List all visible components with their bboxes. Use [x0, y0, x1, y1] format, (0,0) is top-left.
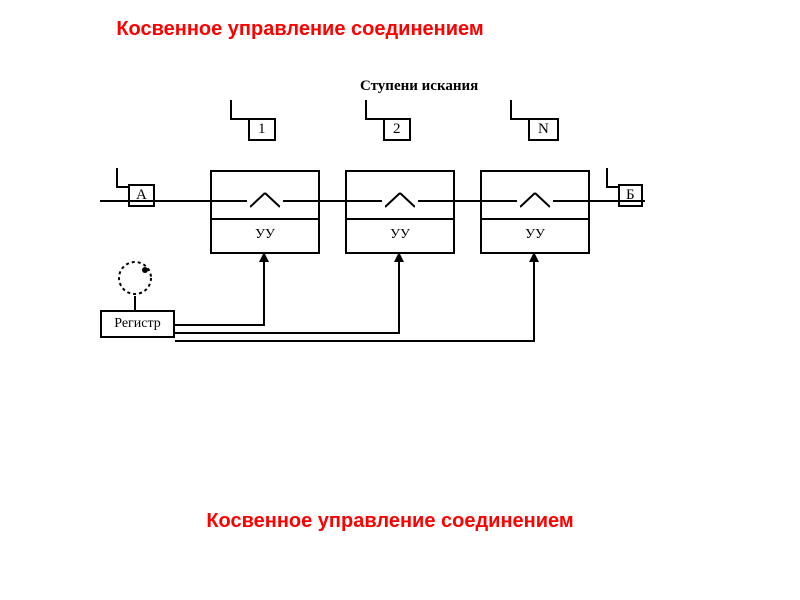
x-switch-icon	[250, 191, 280, 209]
bus-h-3	[175, 340, 535, 342]
stage2-stub-left	[347, 200, 382, 202]
stageN-stub-right	[553, 200, 588, 202]
end-label-A: А	[128, 184, 155, 207]
tick-2	[365, 100, 387, 120]
stage-switch-1	[212, 172, 318, 220]
connection-diagram: Ступени искания 1 2 N А Б УУ УУ	[70, 70, 660, 390]
stage2-stub-right	[418, 200, 453, 202]
stage-block-1: УУ	[210, 170, 320, 254]
stage-block-N: УУ	[480, 170, 590, 254]
tick-1	[230, 100, 252, 120]
bus-arrow-3	[529, 252, 539, 262]
bus-h-2	[175, 332, 400, 334]
stage-cu-1: УУ	[212, 220, 318, 252]
stage1-stub-right	[283, 200, 318, 202]
stage-cu-2: УУ	[347, 220, 453, 252]
stages-header-label: Ступени искания	[360, 78, 478, 95]
bus-arrow-1	[259, 252, 269, 262]
main-line-right	[590, 200, 645, 202]
bus-h-1	[175, 324, 265, 326]
stage1-stub-left	[212, 200, 247, 202]
stage-number-1: 1	[248, 118, 276, 141]
dial-icon	[115, 258, 155, 298]
stage-number-N: N	[528, 118, 559, 141]
bus-v-3	[533, 260, 535, 342]
page-title-bottom: Косвенное управление соединением	[180, 510, 600, 533]
stageN-stub-left	[482, 200, 517, 202]
tick-N	[510, 100, 532, 120]
bus-v-1	[263, 260, 265, 326]
stage-block-2: УУ	[345, 170, 455, 254]
bus-arrow-2	[394, 252, 404, 262]
end-label-B: Б	[618, 184, 643, 207]
main-line-left	[100, 200, 210, 202]
x-switch-icon	[520, 191, 550, 209]
stage-number-2: 2	[383, 118, 411, 141]
dial-to-register-line	[134, 296, 136, 310]
stage-switch-N	[482, 172, 588, 220]
page-title-top: Косвенное управление соединением	[50, 18, 550, 41]
stage-cu-N: УУ	[482, 220, 588, 252]
stage-switch-2	[347, 172, 453, 220]
main-line-gap12	[320, 200, 345, 202]
register-box: Регистр	[100, 310, 175, 338]
bus-v-2	[398, 260, 400, 334]
main-line-gap23	[455, 200, 480, 202]
x-switch-icon	[385, 191, 415, 209]
